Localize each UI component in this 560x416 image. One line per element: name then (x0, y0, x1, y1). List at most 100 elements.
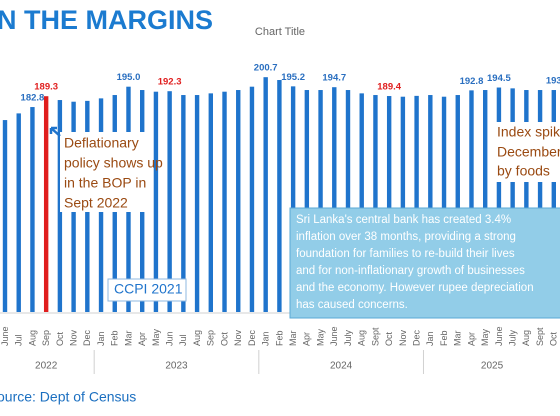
bar (345, 90, 351, 312)
x-tick-label: Oct (549, 331, 559, 346)
bar (167, 91, 172, 312)
bar (263, 77, 268, 313)
x-tick-label: Dec (411, 329, 421, 346)
x-tick-label: Feb (439, 330, 449, 346)
x-tick-label: Oct (55, 331, 65, 346)
value-label: 189.3 (34, 82, 58, 93)
bar (483, 90, 488, 312)
annotation-deflation: Deflationary policy shows up in the BOP … (49, 126, 163, 212)
x-tick-label: Nov (233, 329, 243, 346)
x-tick-label: Jan (96, 331, 106, 346)
x-tick-label: Mar (123, 330, 133, 346)
arrow (49, 126, 61, 137)
x-tick-label: Aug (357, 330, 367, 346)
annotation-line: policy shows up (64, 155, 163, 171)
annotation-line: and for non-inflationary growth of busin… (296, 265, 525, 277)
bar (30, 107, 35, 313)
bar (400, 96, 406, 312)
value-label: 192.3 (158, 77, 182, 88)
x-tick-label: June (329, 326, 339, 346)
x-tick-label: Aug (521, 330, 531, 346)
value-label: 200.7 (254, 63, 278, 74)
bar (510, 88, 515, 313)
bar (359, 93, 364, 313)
value-label: 195.2 (281, 72, 305, 83)
bar (428, 95, 433, 312)
x-tick-label: Mar (288, 330, 298, 346)
x-tick-label: Jan (425, 331, 435, 346)
x-tick-label: Feb (274, 330, 284, 346)
x-tick-label: Oct (384, 331, 394, 346)
bar (414, 95, 419, 313)
annotation-line: inflation over 38 months, providing a st… (296, 231, 516, 243)
x-tick-label: Aug (192, 330, 202, 346)
x-tick-label: Jan (261, 331, 271, 346)
bar (386, 96, 392, 313)
x-tick-label: Nov (68, 329, 78, 346)
bar (236, 90, 241, 312)
x-tick-label: May (315, 328, 325, 346)
annotation-line: by foods (497, 163, 550, 179)
value-label: 193 (546, 76, 560, 87)
bar (332, 87, 337, 313)
annotation-line: Deflationary (64, 135, 139, 151)
bar (496, 87, 502, 312)
x-tick-label: May (151, 328, 161, 346)
bar (43, 96, 49, 312)
bar (194, 95, 200, 312)
x-tick-label: Jul (178, 334, 188, 346)
annotation-line: CCPI 2021 (114, 281, 183, 297)
bar (208, 93, 213, 313)
bar (551, 90, 556, 312)
bar (181, 95, 186, 312)
x-tick-label: Jul (14, 334, 24, 346)
bar (290, 86, 296, 312)
bar (2, 120, 8, 312)
annotation-bg (107, 278, 187, 302)
bar (249, 86, 255, 312)
source: ource: Dept of Census (0, 389, 136, 405)
value-label: 192.8 (460, 76, 484, 87)
x-tick-label: Nov (398, 329, 408, 346)
annotation-line: has caused concerns. (296, 299, 408, 311)
chart-subtitle: Chart Title (255, 26, 305, 38)
x-tick-label: Aug (27, 330, 37, 346)
annotation-line: and the economy. However rupee depreciat… (296, 282, 534, 294)
year-label: 2024 (330, 361, 353, 372)
x-tick-label: Dec (247, 329, 257, 346)
bar (537, 90, 543, 312)
x-tick-label: Sept (370, 327, 380, 346)
year-label: 2023 (165, 361, 188, 372)
bar (57, 100, 63, 312)
annotation-bg (60, 132, 148, 212)
annotation-spike: Index spike December by foods (493, 122, 560, 182)
bar (318, 90, 323, 312)
value-label: 182.8 (21, 93, 45, 104)
annotation-line: Sri Lanka's central bank has created 3.4… (296, 214, 511, 226)
bar (222, 91, 227, 312)
x-tick-label: Apr (302, 332, 312, 346)
x-tick-label: May (480, 328, 490, 346)
bar (277, 80, 282, 312)
annotation-line: December (497, 144, 560, 160)
x-tick-label: Apr (466, 332, 476, 346)
value-label: 195.0 (117, 72, 141, 83)
x-tick-label: July (508, 329, 518, 346)
value-label: 189.4 (377, 82, 401, 93)
year-label: 2022 (35, 361, 58, 372)
chart-title: N THE MARGINS (0, 5, 213, 35)
bar (469, 90, 474, 312)
bar (373, 95, 378, 312)
value-label: 194.5 (487, 73, 511, 84)
x-tick-label: Dec (82, 329, 92, 346)
x-tick-label: Mar (453, 330, 463, 346)
annotation-bg (493, 122, 560, 182)
bar (455, 95, 460, 312)
bar (304, 90, 310, 312)
value-label: 194.7 (322, 73, 346, 84)
annotation-line: in the BOP in (64, 175, 146, 191)
annotation-bg (289, 207, 560, 319)
x-tick-label: Oct (219, 331, 229, 346)
x-tick-label: Sept (535, 327, 545, 346)
x-tick-label: June (494, 326, 504, 346)
